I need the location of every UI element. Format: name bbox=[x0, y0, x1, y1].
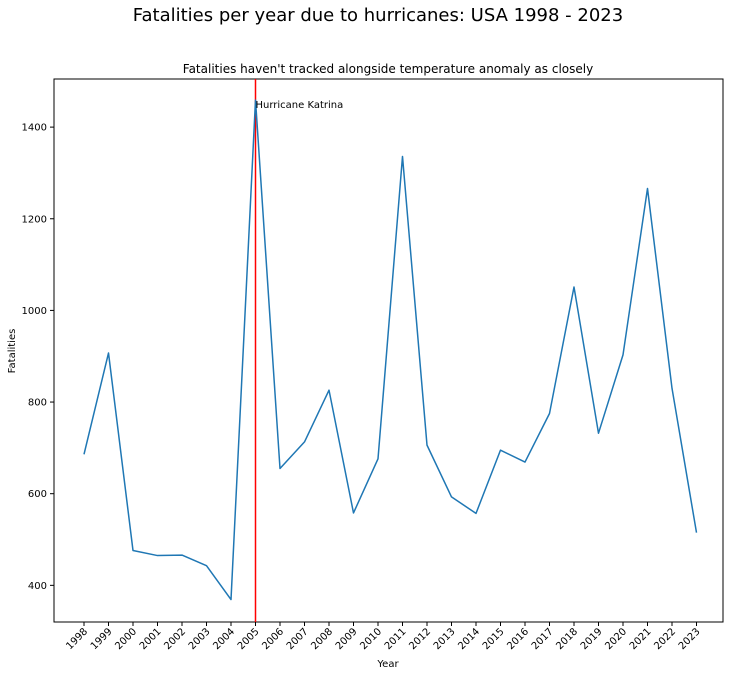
x-tick-label: 2002 bbox=[162, 626, 188, 652]
x-tick-label: 1999 bbox=[89, 626, 115, 652]
x-tick-label: 2012 bbox=[407, 626, 433, 652]
y-tick-label: 600 bbox=[28, 489, 47, 500]
x-tick-label: 2017 bbox=[530, 626, 556, 652]
x-tick-label: 1998 bbox=[64, 626, 90, 652]
y-axis-label: Fatalities bbox=[7, 329, 18, 374]
x-tick-label: 2015 bbox=[481, 626, 507, 652]
x-tick-label: 2007 bbox=[285, 626, 311, 652]
y-tick-label: 400 bbox=[28, 581, 47, 592]
x-tick-label: 2004 bbox=[211, 626, 237, 652]
plot-area: 1998199920002001200220032004200520062007… bbox=[22, 78, 724, 652]
x-tick-label: 2022 bbox=[652, 626, 678, 652]
x-tick-label: 2008 bbox=[309, 626, 335, 652]
chart-title: Fatalities haven't tracked alongside tem… bbox=[183, 62, 593, 76]
y-tick-label: 1000 bbox=[22, 306, 47, 317]
x-tick-label: 2010 bbox=[358, 626, 384, 652]
x-tick-label: 2006 bbox=[260, 626, 286, 652]
plot-frame bbox=[53, 78, 724, 623]
x-tick-label: 2001 bbox=[138, 626, 164, 652]
chart-suptitle: Fatalities per year due to hurricanes: U… bbox=[133, 5, 623, 26]
x-tick-label: 2005 bbox=[236, 626, 262, 652]
series-line bbox=[83, 99, 698, 601]
y-tick-label: 1400 bbox=[22, 123, 47, 134]
x-tick-label: 2014 bbox=[456, 626, 482, 652]
x-tick-label: 2000 bbox=[113, 626, 139, 652]
x-tick-label: 2003 bbox=[187, 626, 213, 652]
x-tick-label: 2011 bbox=[383, 626, 409, 652]
x-tick-label: 2013 bbox=[432, 626, 458, 652]
y-tick-label: 800 bbox=[28, 398, 47, 409]
katrina-annotation: Hurricane Katrina bbox=[256, 100, 344, 111]
x-tick-label: 2016 bbox=[505, 626, 531, 652]
x-axis-label: Year bbox=[376, 659, 399, 670]
y-tick-label: 1200 bbox=[22, 214, 47, 225]
x-tick-label: 2009 bbox=[334, 626, 360, 652]
x-tick-label: 2019 bbox=[579, 626, 605, 652]
x-tick-label: 2018 bbox=[554, 626, 580, 652]
x-tick-label: 2021 bbox=[628, 626, 654, 652]
x-tick-label: 2023 bbox=[677, 626, 703, 652]
x-tick-label: 2020 bbox=[603, 626, 629, 652]
